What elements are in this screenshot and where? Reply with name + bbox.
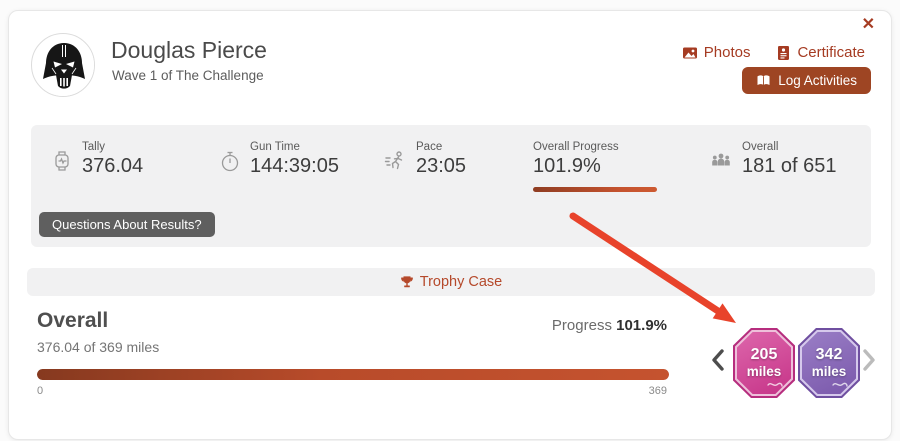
watch-icon xyxy=(55,151,69,171)
trophy-case-bar[interactable]: Trophy Case xyxy=(27,268,875,296)
image-icon xyxy=(682,47,697,58)
chevron-left-icon[interactable] xyxy=(711,349,725,371)
progress-bar-min: 0 xyxy=(37,385,44,397)
log-activities-button[interactable]: Log Activities xyxy=(742,67,871,94)
certificate-link[interactable]: Certificate xyxy=(776,44,865,61)
certificate-icon xyxy=(778,45,790,60)
stat-value: 376.04 xyxy=(82,155,144,177)
participant-results-card: ✕ Douglas Pierce Wave 1 of The Challenge xyxy=(8,10,892,440)
participant-wave: Wave 1 of The Challenge xyxy=(112,68,264,83)
runner-icon xyxy=(384,151,403,170)
stat-label: Overall Progress xyxy=(533,141,619,153)
badge-face: 342 miles xyxy=(802,332,856,394)
photos-label: Photos xyxy=(703,44,751,61)
stat-value: 181 of 651 xyxy=(742,155,837,177)
overall-progress-underline xyxy=(533,187,657,192)
darth-vader-icon xyxy=(33,35,94,96)
chevron-right-icon[interactable] xyxy=(862,349,876,371)
stat-label: Gun Time xyxy=(250,141,300,153)
badge-value: 342 xyxy=(815,346,843,364)
overall-progress-text: Progress 101.9% xyxy=(552,317,667,334)
overall-section-subtitle: 376.04 of 369 miles xyxy=(37,339,160,355)
stat-pace: Pace 23:05 xyxy=(383,141,466,178)
badge-unit: miles xyxy=(746,363,782,379)
ribbon-squiggle-icon xyxy=(832,382,848,387)
stats-strip: Tally 376.04 Gun Time 144:39:05 xyxy=(31,125,871,247)
stat-label: Tally xyxy=(82,141,106,153)
overall-progress-bar xyxy=(37,369,669,380)
stat-value: 101.9% xyxy=(533,155,601,177)
progress-label: Progress xyxy=(551,317,612,334)
log-activities-label: Log Activities xyxy=(778,73,857,88)
stat-value: 144:39:05 xyxy=(250,155,339,177)
trophy-icon xyxy=(400,276,413,288)
overall-section-title: Overall xyxy=(37,309,109,332)
header-links: Photos Certificate xyxy=(682,44,865,61)
photos-link[interactable]: Photos xyxy=(682,44,751,61)
badge-342-miles[interactable]: 342 miles xyxy=(798,328,860,398)
trophy-case-label: Trophy Case xyxy=(419,274,503,290)
stat-gun-time: Gun Time 144:39:05 xyxy=(219,141,339,178)
stat-overall-progress: Overall Progress 101.9% xyxy=(533,141,657,192)
badge-205-miles[interactable]: 205 miles xyxy=(733,328,795,398)
stat-value: 23:05 xyxy=(416,155,467,177)
stat-overall-rank: Overall 181 of 651 xyxy=(709,141,837,178)
overall-progress-bar-fill xyxy=(37,369,669,380)
badge-unit: miles xyxy=(811,363,847,379)
progress-value: 101.9% xyxy=(616,317,667,334)
progress-bar-max: 369 xyxy=(648,385,667,397)
badge-value: 205 xyxy=(750,346,778,364)
participant-name: Douglas Pierce xyxy=(111,37,267,63)
badge-face: 205 miles xyxy=(737,332,791,394)
close-icon[interactable]: ✕ xyxy=(861,16,875,33)
questions-about-results-button[interactable]: Questions About Results? xyxy=(39,212,215,237)
certificate-label: Certificate xyxy=(797,44,865,61)
people-icon xyxy=(712,153,730,166)
avatar xyxy=(31,33,95,97)
ribbon-squiggle-icon xyxy=(767,382,783,387)
stat-tally: Tally 376.04 xyxy=(51,141,143,178)
stat-label: Pace xyxy=(416,141,443,153)
stopwatch-icon xyxy=(221,151,239,172)
stat-label: Overall xyxy=(742,141,779,153)
book-icon xyxy=(757,75,770,85)
